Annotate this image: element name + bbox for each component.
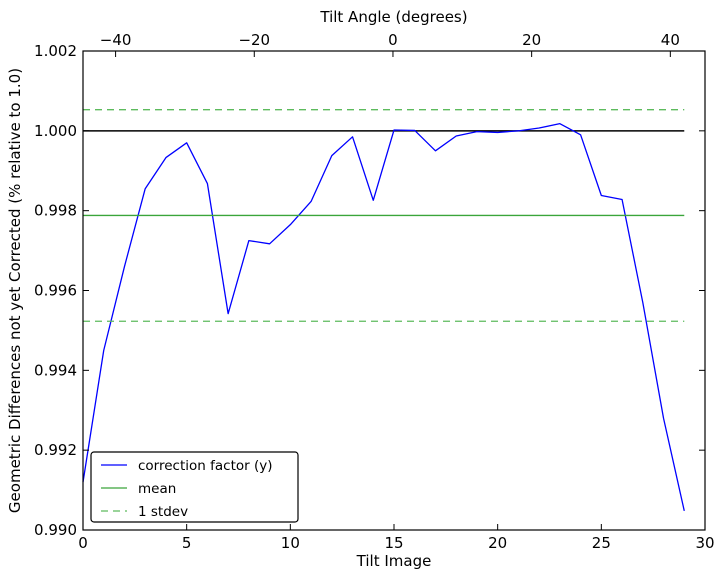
y-tick-label: 1.002 bbox=[34, 42, 77, 60]
y-tick-label: 1.000 bbox=[34, 122, 77, 140]
x-tick-label: 5 bbox=[182, 534, 192, 552]
y-tick-label: 0.992 bbox=[34, 441, 77, 459]
top-tick-label: 20 bbox=[522, 31, 541, 49]
top-tick-label: −40 bbox=[100, 31, 132, 49]
legend-label: correction factor (y) bbox=[138, 458, 273, 474]
top-axis-title: Tilt Angle (degrees) bbox=[319, 8, 467, 26]
x-tick-label: 30 bbox=[695, 534, 714, 552]
y-tick-label: 0.990 bbox=[34, 521, 77, 539]
y-axis-title: Geometric Differences not yet Corrected … bbox=[6, 68, 24, 513]
y-tick-label: 0.996 bbox=[34, 282, 77, 300]
plot-area bbox=[82, 109, 685, 511]
y-tick-label: 0.994 bbox=[34, 361, 77, 379]
legend: correction factor (y) mean 1 stdev bbox=[90, 451, 299, 523]
x-tick-label: 0 bbox=[78, 534, 88, 552]
top-tick-label: 0 bbox=[388, 31, 398, 49]
x-tick-label: 25 bbox=[592, 534, 611, 552]
top-tick-label: 40 bbox=[661, 31, 680, 49]
correction-factor-y-line bbox=[82, 122, 685, 511]
series-layer bbox=[82, 109, 685, 511]
ticks-layer: 0 5 10 15 20 25 30 0.990 0.992 0.994 0.996 0.998 1.0… bbox=[34, 31, 715, 552]
legend-label: 1 stdev bbox=[138, 504, 188, 520]
legend-label: mean bbox=[138, 481, 176, 497]
x-tick-label: 10 bbox=[281, 534, 300, 552]
x-tick-label: 20 bbox=[488, 534, 507, 552]
x-tick-label: 15 bbox=[384, 534, 403, 552]
y-tick-label: 0.998 bbox=[34, 202, 77, 220]
legend-box bbox=[90, 451, 299, 523]
x-axis-title: Tilt Image bbox=[356, 552, 432, 570]
legend-items: correction factor (y) mean 1 stdev bbox=[101, 458, 273, 520]
top-tick-label: −20 bbox=[238, 31, 270, 49]
